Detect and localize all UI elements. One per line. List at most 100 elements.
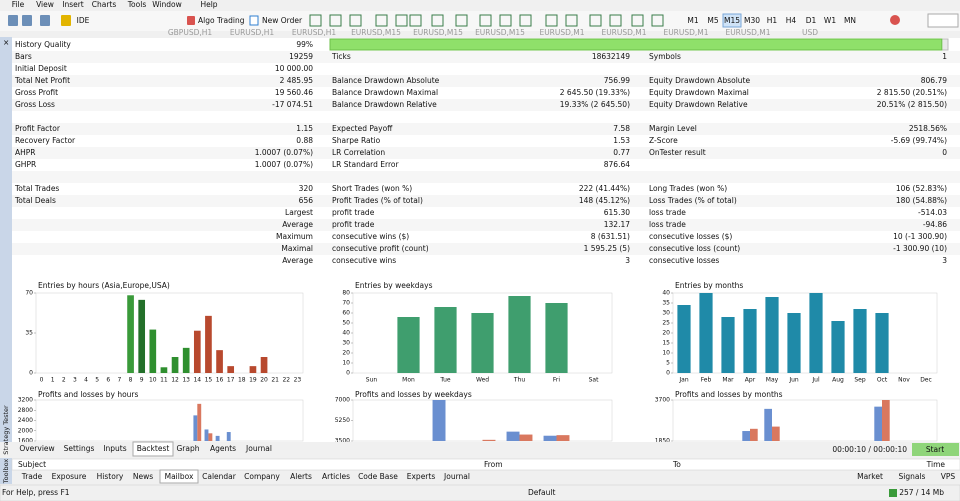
ide-button[interactable]: IDE xyxy=(77,16,90,25)
chart-tab[interactable]: EURUSD,M1 xyxy=(725,28,770,37)
toolbar-icon[interactable] xyxy=(8,15,18,26)
toolbar-icon[interactable] xyxy=(479,14,492,27)
report-value: 1 595.25 (5) xyxy=(584,244,630,253)
timeframe-button[interactable]: M15 xyxy=(724,16,740,25)
start-button-bg[interactable] xyxy=(912,443,959,456)
tester-tab[interactable]: Inputs xyxy=(103,444,126,453)
toolbar-icon[interactable] xyxy=(309,14,322,27)
chart-tab[interactable]: USD xyxy=(802,28,818,37)
plot-frame xyxy=(672,399,938,442)
toolbox-tab[interactable]: Mailbox xyxy=(165,472,194,481)
toolbar-icon[interactable] xyxy=(349,14,362,27)
x-tick-label: Jul xyxy=(811,377,820,384)
report-value: Average xyxy=(282,220,313,229)
timeframe-button[interactable]: W1 xyxy=(824,16,836,25)
toolbox-tab[interactable]: Articles xyxy=(322,472,350,481)
x-tick-label: Jan xyxy=(678,377,688,384)
toolbar-icon[interactable] xyxy=(651,14,664,27)
toolbar-icon[interactable] xyxy=(61,15,71,26)
tester-tab[interactable]: Backtest xyxy=(137,444,170,453)
toolbox-link[interactable]: Signals xyxy=(899,472,926,481)
pl-chart: 1600 2000 2400 2800 3200 xyxy=(18,397,304,442)
toolbox-tab[interactable]: Calendar xyxy=(202,472,237,481)
menu-item[interactable]: Help xyxy=(200,0,217,9)
timeframe-button[interactable]: M30 xyxy=(744,16,760,25)
close-icon[interactable]: × xyxy=(3,38,9,47)
report-label: Profit Trades (% of total) xyxy=(332,196,423,205)
timeframe-button[interactable]: H4 xyxy=(786,16,797,25)
tester-tab[interactable]: Agents xyxy=(210,444,236,453)
toolbar-icon[interactable] xyxy=(22,15,32,26)
toolbox-link[interactable]: Market xyxy=(857,472,883,481)
toolbox-tab[interactable]: Journal xyxy=(443,472,470,481)
toolbox-header xyxy=(11,458,960,471)
chart-tab[interactable]: EURUSD,H1 xyxy=(292,28,336,37)
toolbox-link[interactable]: VPS xyxy=(941,472,956,481)
x-tick-label: 9 xyxy=(140,377,144,384)
algo-icon[interactable] xyxy=(187,16,195,25)
report-label: consecutive loss (count) xyxy=(649,244,740,253)
toolbox-tab[interactable]: Exposure xyxy=(52,472,87,481)
notification-icon[interactable] xyxy=(890,15,900,25)
menu-item[interactable]: Tools xyxy=(127,0,147,9)
toolbar-icon[interactable] xyxy=(609,14,622,27)
toolbar-icon[interactable] xyxy=(499,14,512,27)
toolbar-icon[interactable] xyxy=(589,14,602,27)
tester-tab[interactable]: Overview xyxy=(19,444,54,453)
toolbox-tab[interactable]: History xyxy=(97,472,124,481)
chart-tab[interactable]: EURUSD,M15 xyxy=(351,28,401,37)
order-icon[interactable] xyxy=(249,15,259,26)
toolbar-icon[interactable] xyxy=(395,14,408,27)
chart-tab[interactable]: GBPUSD,H1 xyxy=(168,28,213,37)
toolbar-icon[interactable] xyxy=(455,14,468,27)
tester-tab[interactable]: Settings xyxy=(64,444,95,453)
tester-tab[interactable]: Graph xyxy=(176,444,199,453)
new-order-button[interactable]: New Order xyxy=(262,16,303,25)
start-button[interactable]: Start xyxy=(926,445,944,454)
toolbox-tab[interactable]: Code Base xyxy=(358,472,398,481)
y-tick-label: 3700 xyxy=(655,397,670,404)
algo-trading-button[interactable]: Algo Trading xyxy=(198,16,245,25)
menu-item[interactable]: File xyxy=(12,0,25,9)
bar xyxy=(506,431,520,441)
toolbar-icon[interactable] xyxy=(409,14,422,27)
y-tick-label: 0 xyxy=(666,370,670,377)
toolbar-icon[interactable] xyxy=(565,14,578,27)
toolbox-tab[interactable]: News xyxy=(133,472,153,481)
chart-tab[interactable]: EURUSD,H1 xyxy=(230,28,274,37)
toolbar-icon[interactable] xyxy=(631,14,644,27)
toolbar-icon[interactable] xyxy=(545,14,558,27)
toolbar-icon[interactable] xyxy=(40,15,50,26)
toolbox-tab[interactable]: Experts xyxy=(407,472,436,481)
bar xyxy=(742,431,750,441)
toolbox-tab[interactable]: Company xyxy=(244,472,280,481)
toolbar-icon[interactable] xyxy=(519,14,532,27)
chart-tab[interactable]: EURUSD,M1 xyxy=(601,28,646,37)
bar xyxy=(853,309,867,373)
toolbar-icon[interactable] xyxy=(375,14,388,27)
report-label: profit trade xyxy=(332,208,375,217)
tester-tab[interactable]: Journal xyxy=(245,444,272,453)
search-box[interactable] xyxy=(927,13,959,28)
chart-tab[interactable]: EURUSD,M15 xyxy=(475,28,525,37)
toolbar-icon[interactable] xyxy=(329,14,342,27)
chart-tab[interactable]: EURUSD,M15 xyxy=(413,28,463,37)
toolbar-icon[interactable] xyxy=(431,14,444,27)
timeframe-button[interactable]: D1 xyxy=(806,16,817,25)
y-tick-label: 40 xyxy=(342,330,350,337)
menu-item[interactable]: Insert xyxy=(62,0,84,9)
chart-title: Entries by hours (Asia,Europe,USA) xyxy=(38,281,170,290)
timeframe-button[interactable]: H1 xyxy=(767,16,778,25)
y-tick-label: 0 xyxy=(29,370,33,377)
menu-item[interactable]: View xyxy=(36,0,54,9)
chart-tab[interactable]: EURUSD,M1 xyxy=(663,28,708,37)
timeframe-button[interactable]: M1 xyxy=(687,16,698,25)
chart-tab[interactable]: EURUSD,M1 xyxy=(539,28,584,37)
timeframe-button[interactable]: M5 xyxy=(707,16,718,25)
toolbox-tab[interactable]: Trade xyxy=(21,472,43,481)
toolbox-tab[interactable]: Alerts xyxy=(290,472,312,481)
report-value: -5.69 (99.74%) xyxy=(891,136,947,145)
timeframe-button[interactable]: MN xyxy=(844,16,856,25)
menu-item[interactable]: Charts xyxy=(92,0,117,9)
menu-item[interactable]: Window xyxy=(152,0,182,9)
